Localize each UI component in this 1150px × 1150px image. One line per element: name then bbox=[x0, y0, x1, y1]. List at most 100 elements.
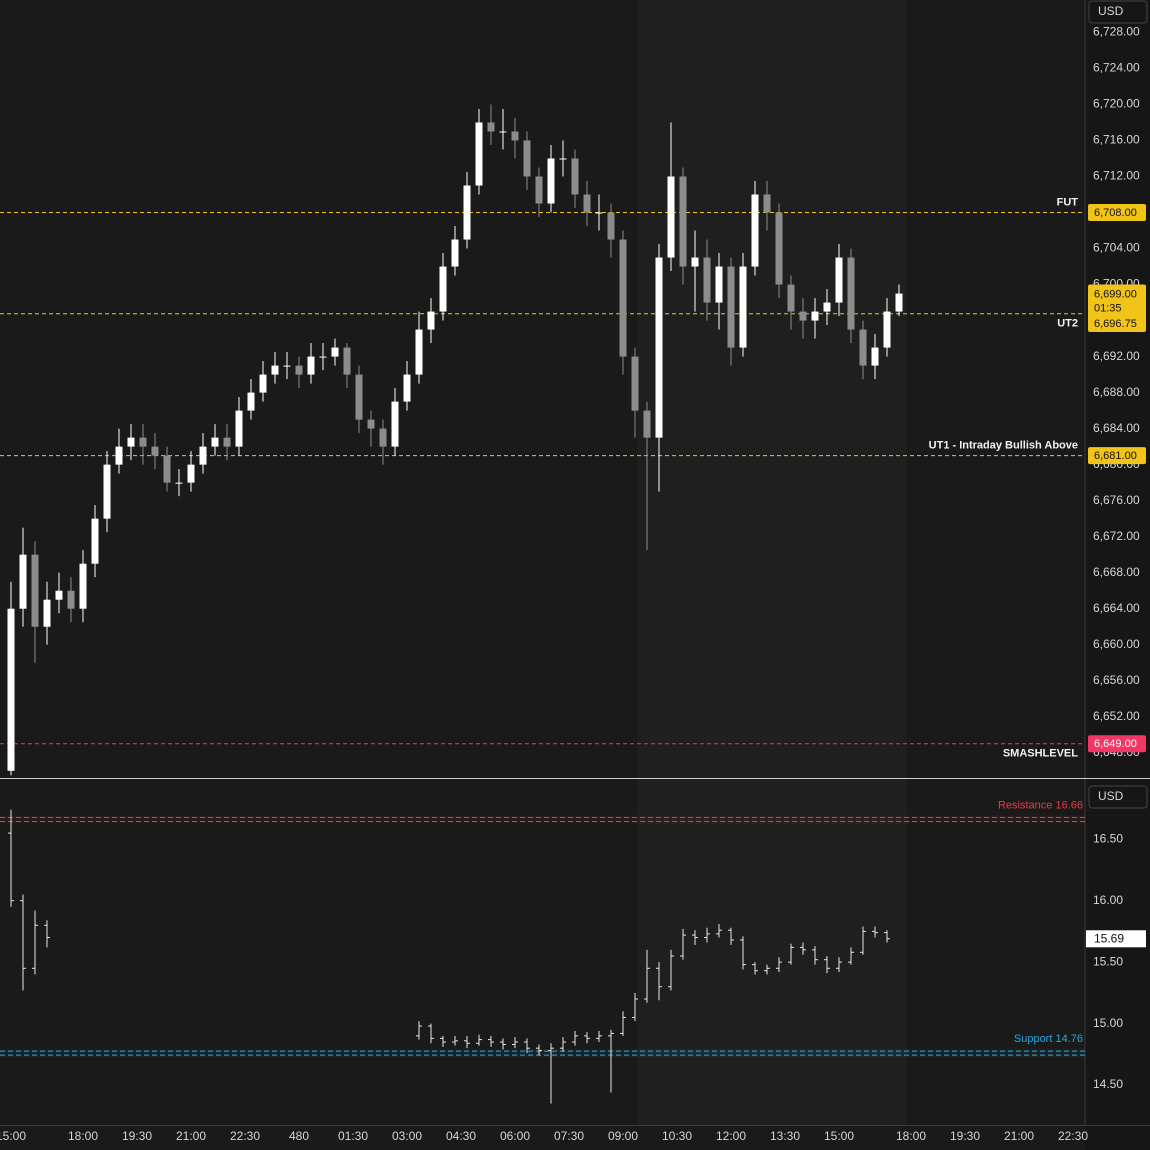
x-tick-label: 18:00 bbox=[68, 1129, 98, 1143]
candle-body bbox=[295, 365, 303, 375]
candle-body bbox=[427, 311, 435, 330]
candle-body bbox=[871, 347, 879, 366]
level-label: UT2 bbox=[1057, 318, 1078, 330]
candle-body bbox=[439, 266, 447, 312]
candle-body bbox=[559, 158, 567, 160]
candle-body bbox=[835, 257, 843, 303]
candle-body bbox=[727, 266, 735, 348]
y-tick-label: 6,664.00 bbox=[1093, 601, 1140, 615]
candle-body bbox=[115, 446, 123, 465]
candle-body bbox=[883, 311, 891, 348]
candle-body bbox=[283, 365, 291, 367]
y-tick-label: 6,684.00 bbox=[1093, 421, 1140, 435]
last-price-label: 6,699.00 bbox=[1094, 288, 1137, 300]
level-label: UT1 - Intraday Bullish Above bbox=[929, 440, 1078, 452]
candle-body bbox=[343, 347, 351, 375]
y-tick-label: 6,716.00 bbox=[1093, 133, 1140, 147]
candle-body bbox=[763, 194, 771, 213]
candle-body bbox=[691, 257, 699, 267]
candle-body bbox=[571, 158, 579, 195]
candle-body bbox=[31, 554, 39, 627]
candle-body bbox=[655, 257, 663, 438]
candle-body bbox=[19, 554, 27, 609]
candle-body bbox=[223, 437, 231, 447]
candle-body bbox=[55, 590, 63, 600]
candle-body bbox=[523, 140, 531, 177]
candle-body bbox=[487, 122, 495, 132]
candle-body bbox=[403, 374, 411, 402]
y-tick-label: 15.50 bbox=[1093, 954, 1123, 968]
y-tick-label: 6,728.00 bbox=[1093, 25, 1140, 39]
x-tick-label: 13:30 bbox=[770, 1129, 800, 1143]
level-tag bbox=[1088, 447, 1146, 465]
candle-body bbox=[619, 239, 627, 357]
candle-body bbox=[859, 329, 867, 366]
candle-body bbox=[175, 482, 183, 484]
candle-body bbox=[787, 284, 795, 312]
level-label: FUT bbox=[1057, 196, 1079, 208]
candle-body bbox=[247, 392, 255, 411]
x-tick-label: 07:30 bbox=[554, 1129, 584, 1143]
candle-body bbox=[847, 257, 855, 330]
level-label: Support 14.76 bbox=[1014, 1033, 1083, 1045]
y-tick-label: 6,720.00 bbox=[1093, 97, 1140, 111]
candle-body bbox=[511, 131, 519, 141]
candle-body bbox=[643, 410, 651, 438]
level-tag bbox=[1088, 204, 1146, 222]
candle-body bbox=[583, 194, 591, 213]
currency-badge: USD bbox=[1088, 785, 1148, 809]
candle-body bbox=[139, 437, 147, 447]
x-tick-label: 19:30 bbox=[950, 1129, 980, 1143]
x-tick-label: 01:30 bbox=[338, 1129, 368, 1143]
x-tick-label: 09:00 bbox=[608, 1129, 638, 1143]
level-label: Resistance 16.66 bbox=[998, 799, 1083, 811]
candle-body bbox=[895, 293, 903, 312]
y-tick-label: 16.50 bbox=[1093, 831, 1123, 845]
candle-body bbox=[595, 212, 603, 214]
level-band bbox=[0, 1049, 1085, 1058]
candle-body bbox=[7, 608, 15, 771]
candle-body bbox=[391, 401, 399, 447]
candle-body bbox=[715, 266, 723, 303]
candle-body bbox=[331, 347, 339, 357]
level-tag bbox=[1088, 735, 1146, 753]
y-tick-label: 6,652.00 bbox=[1093, 709, 1140, 723]
y-tick-label: 6,692.00 bbox=[1093, 349, 1140, 363]
candle-body bbox=[811, 311, 819, 321]
level-tag bbox=[1088, 315, 1146, 333]
candle-body bbox=[379, 428, 387, 447]
candle-body bbox=[355, 374, 363, 420]
candle-body bbox=[271, 365, 279, 375]
candle-body bbox=[679, 176, 687, 267]
last-value-label: 15.69 bbox=[1094, 931, 1124, 945]
candle-body bbox=[103, 464, 111, 519]
candle-body bbox=[163, 455, 171, 483]
candle-body bbox=[451, 239, 459, 267]
y-tick-label: 14.50 bbox=[1093, 1077, 1123, 1091]
candle-body bbox=[211, 437, 219, 447]
candle-body bbox=[463, 185, 471, 240]
price-axis bbox=[1085, 0, 1150, 1150]
candle-body bbox=[823, 302, 831, 312]
candle-body bbox=[79, 563, 87, 609]
candle-body bbox=[259, 374, 267, 393]
candle-body bbox=[499, 131, 507, 133]
currency: USD bbox=[1098, 789, 1124, 803]
x-tick-label: 12:00 bbox=[716, 1129, 746, 1143]
y-tick-label: 6,668.00 bbox=[1093, 565, 1140, 579]
countdown: 01:35 bbox=[1094, 302, 1122, 314]
x-tick-label: 480 bbox=[289, 1129, 309, 1143]
level-label: SMASHLEVEL bbox=[1003, 748, 1078, 760]
last-price-tag bbox=[1088, 284, 1146, 318]
y-tick-label: 6,688.00 bbox=[1093, 385, 1140, 399]
level-tag-label: 6,649.00 bbox=[1094, 738, 1137, 750]
last-value-tag bbox=[1086, 930, 1146, 948]
candle-body bbox=[151, 446, 159, 456]
level-tag-label: 6,708.00 bbox=[1094, 207, 1137, 219]
x-tick-label: 15:00 bbox=[824, 1129, 854, 1143]
candle-body bbox=[127, 437, 135, 447]
candle-body bbox=[43, 599, 51, 627]
x-tick-label: 06:00 bbox=[500, 1129, 530, 1143]
y-tick-label: 6,704.00 bbox=[1093, 241, 1140, 255]
